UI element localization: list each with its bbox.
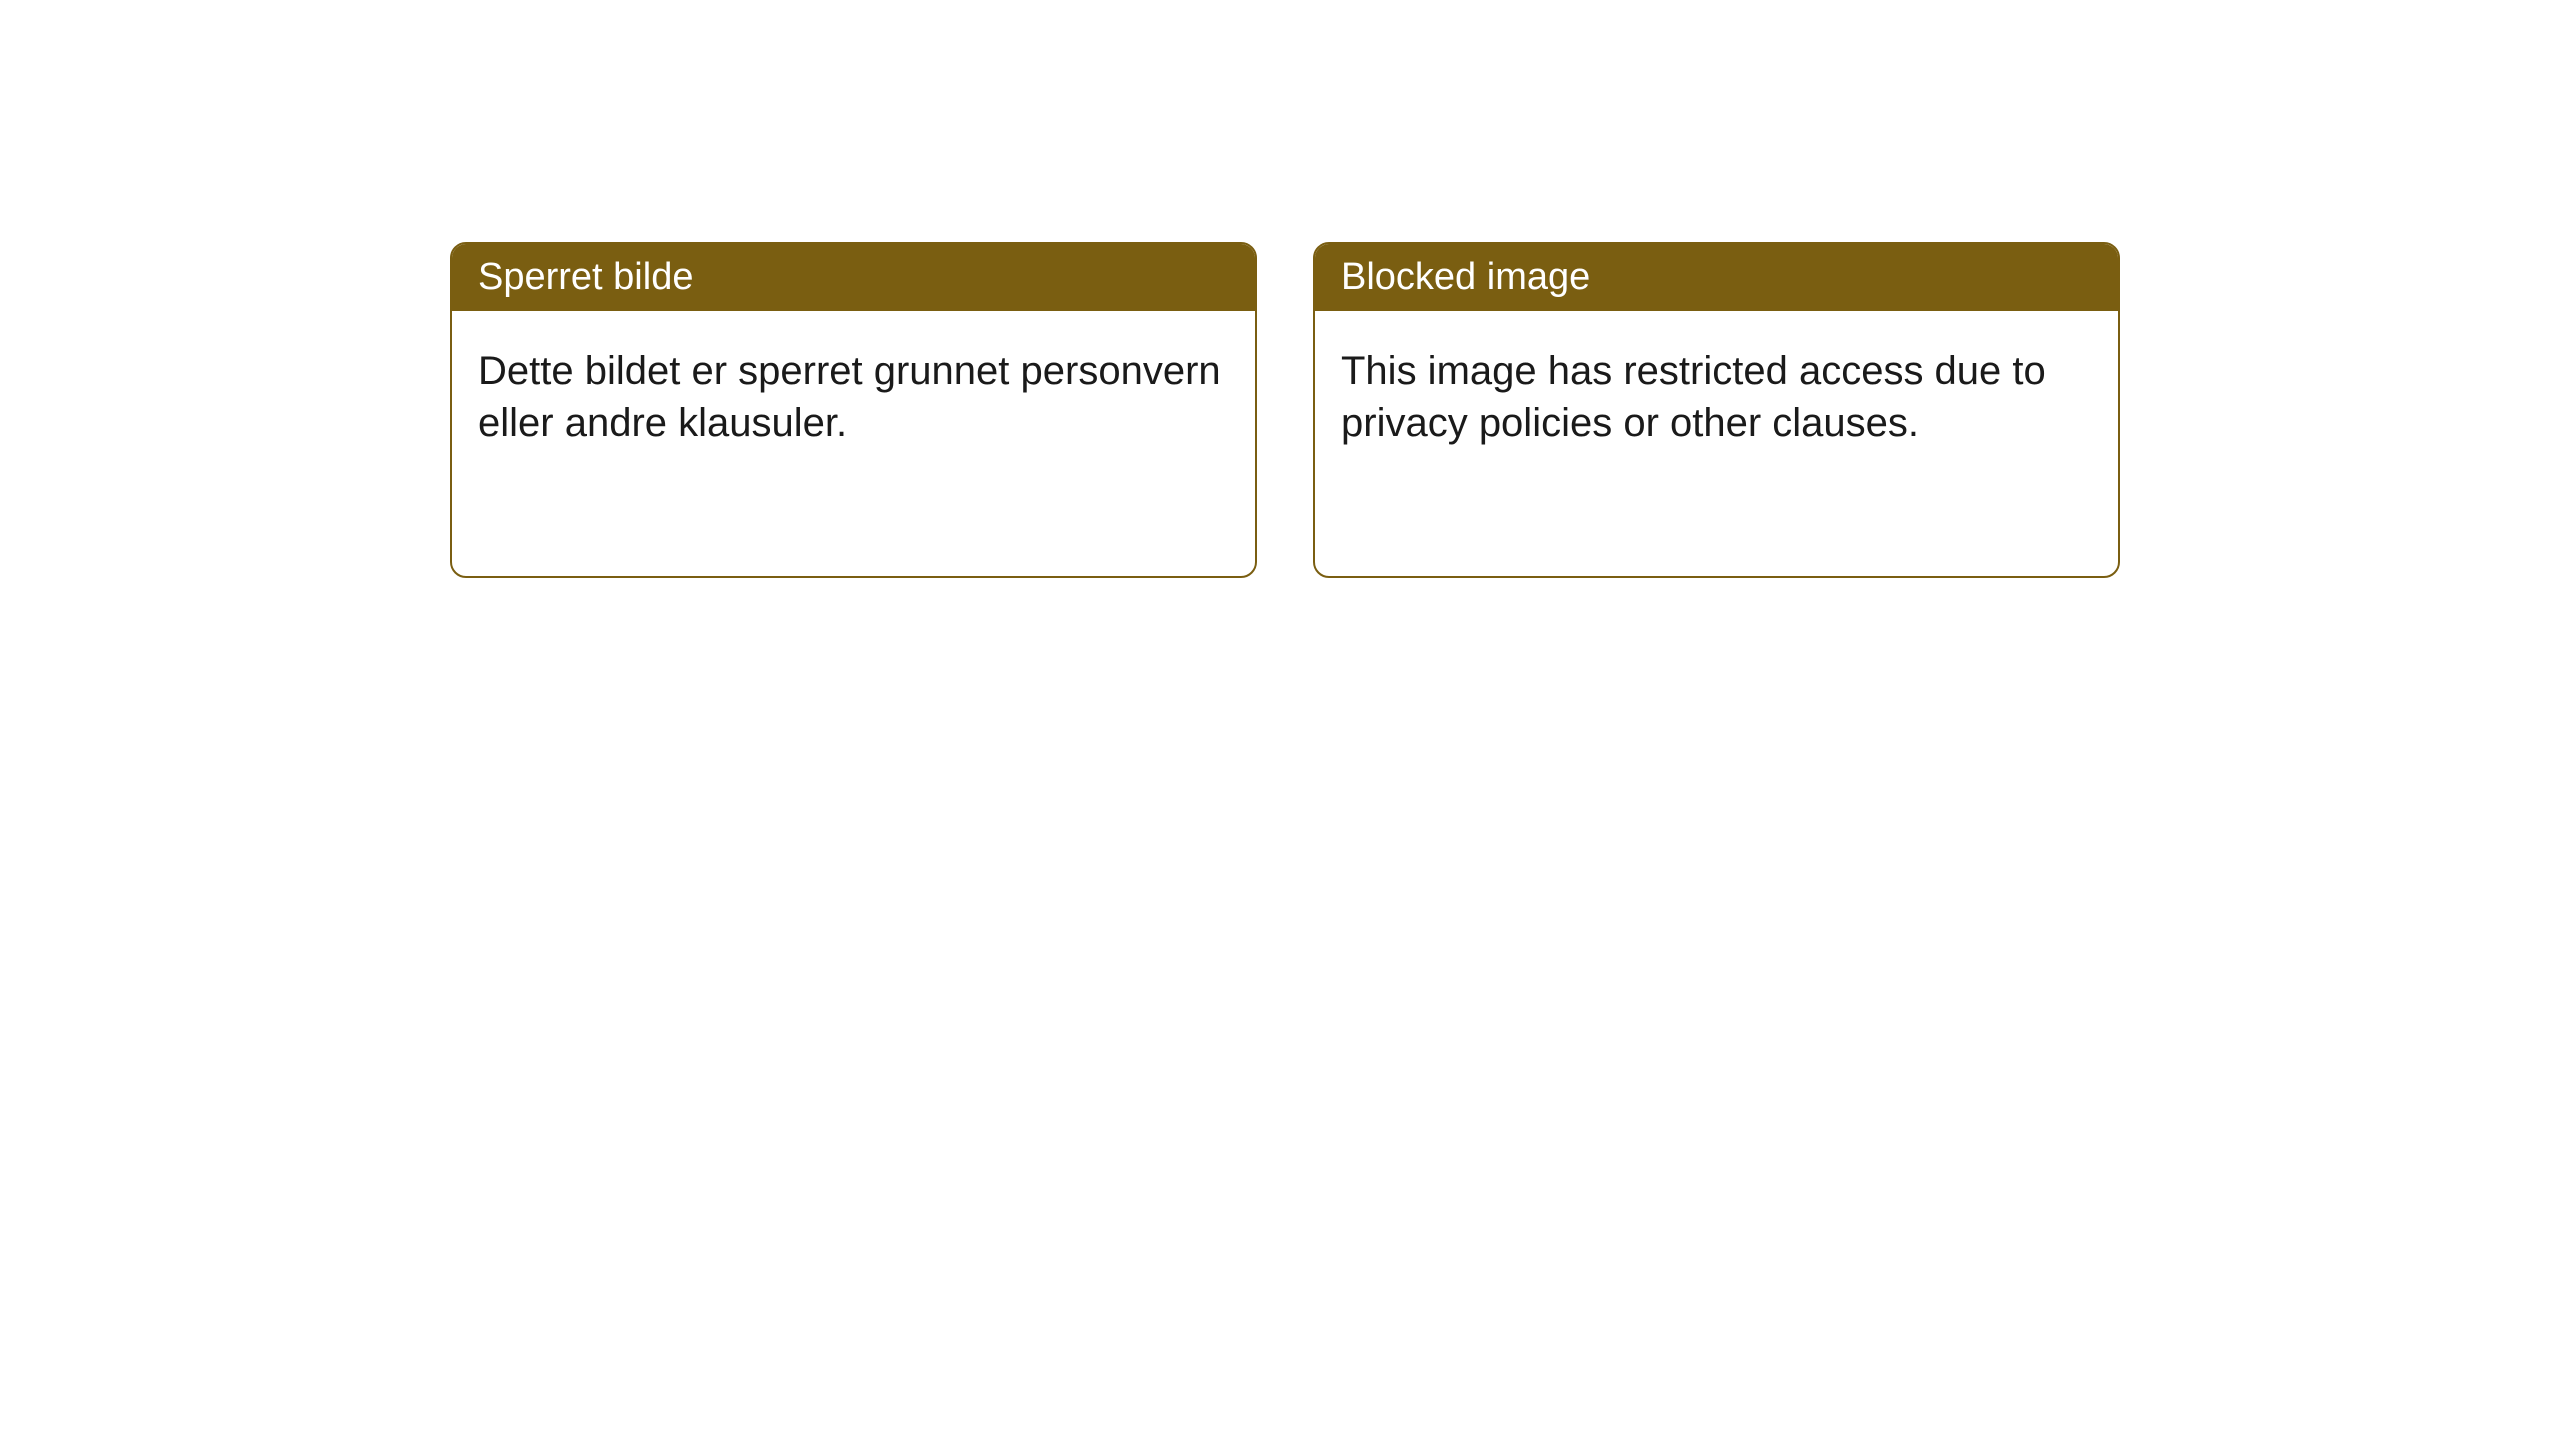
card-body-text: This image has restricted access due to … — [1341, 349, 2046, 445]
card-header: Blocked image — [1315, 244, 2118, 311]
card-body-text: Dette bildet er sperret grunnet personve… — [478, 349, 1221, 445]
card-title: Blocked image — [1341, 256, 1590, 298]
card-title: Sperret bilde — [478, 256, 693, 298]
card-header: Sperret bilde — [452, 244, 1255, 311]
card-body: Dette bildet er sperret grunnet personve… — [452, 311, 1255, 483]
notice-cards-container: Sperret bilde Dette bildet er sperret gr… — [450, 242, 2120, 578]
notice-card-norwegian: Sperret bilde Dette bildet er sperret gr… — [450, 242, 1257, 578]
card-body: This image has restricted access due to … — [1315, 311, 2118, 483]
notice-card-english: Blocked image This image has restricted … — [1313, 242, 2120, 578]
